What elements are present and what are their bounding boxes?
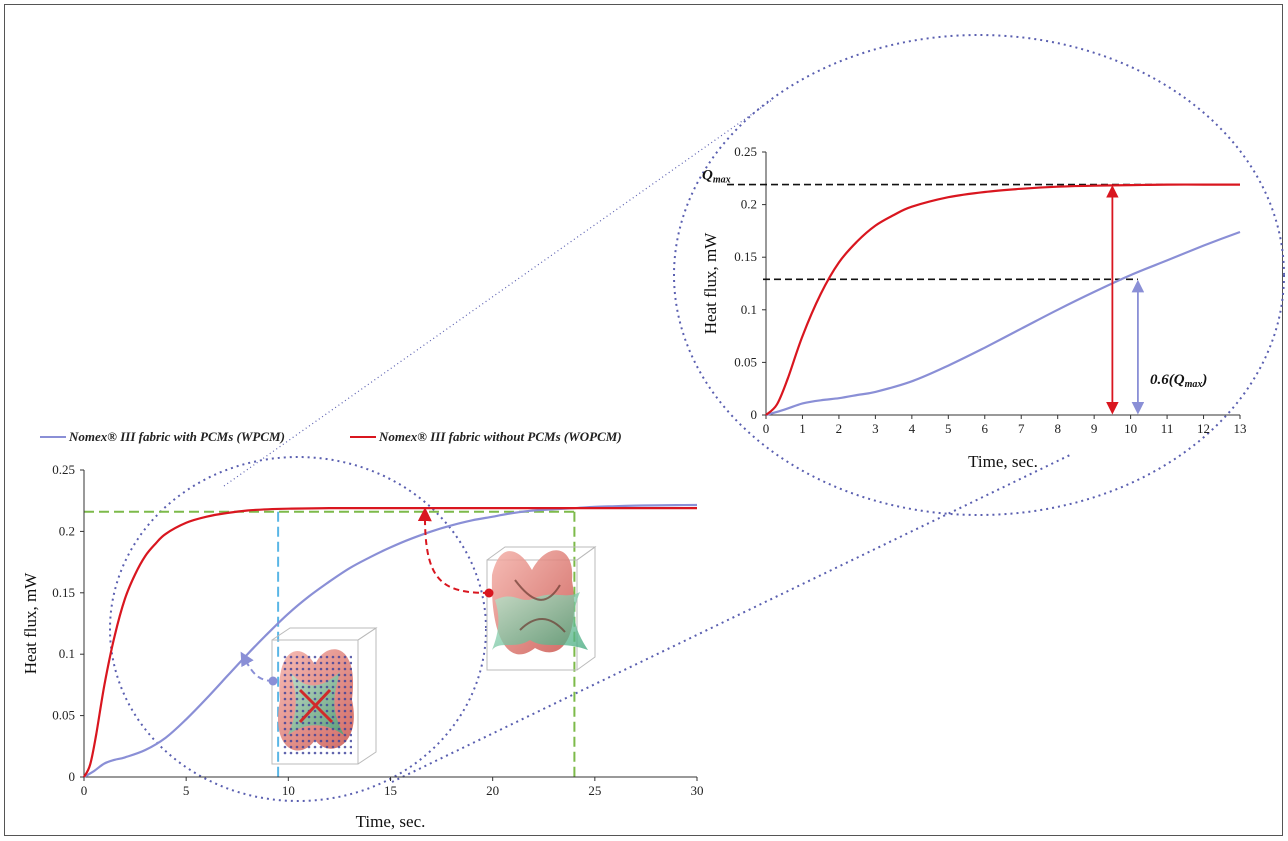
zoom-y-tick-label: 0.2 (741, 197, 757, 212)
main-x-tick-label: 30 (691, 783, 704, 798)
zoom-x-tick-label: 1 (799, 421, 806, 436)
zoom-target-circle (673, 34, 1285, 516)
main-series-wpcm-line (83, 503, 698, 778)
zoom-x-tick-label: 3 (872, 421, 879, 436)
zoom-y-tick-label: 0.1 (741, 302, 757, 317)
legend-label-wpcm: Nomex® III fabric with PCMs (WPCM) (68, 429, 285, 444)
main-y-tick-label: 0 (69, 769, 76, 784)
zoom-series-wopcm-line (765, 183, 1240, 416)
qmax-label: Qmax (702, 168, 731, 186)
zoom-y-tick-label: 0.15 (734, 249, 757, 264)
main-y-tick-label: 0.2 (59, 523, 75, 538)
main-x-tick-label: 0 (81, 783, 88, 798)
zoom-x-axis-label: Time, sec. (968, 452, 1038, 471)
legend: Nomex® III fabric with PCMs (WPCM) Nomex… (40, 429, 622, 444)
zoom-source-circle (109, 456, 487, 802)
zoom-x-tick-label: 8 (1054, 421, 1061, 436)
zoom-x-tick-label: 0 (763, 421, 770, 436)
zoom-x-tick-label: 5 (945, 421, 952, 436)
main-y-tick-label: 0.25 (52, 462, 75, 477)
main-x-tick-label: 5 (183, 783, 190, 798)
fabric-unit-cell-icon (486, 546, 597, 671)
zoom-y-tick-label: 0.25 (734, 144, 757, 159)
zoom-x-tick-label: 7 (1018, 421, 1025, 436)
zoom-y-axis-label: Heat flux, mW (701, 232, 720, 334)
main-y-axis-label: Heat flux, mW (21, 572, 40, 674)
wpcm-pointer-dot (268, 676, 278, 686)
zoom-x-tick-label: 6 (982, 421, 989, 436)
zoom-series-wpcm-line (765, 230, 1241, 417)
main-chart: 0 5 10 15 20 25 30 0 0.05 0.1 0.15 0.2 0.25 Time, se… (21, 462, 704, 831)
main-x-tick-label: 20 (486, 783, 499, 798)
zoom-y-tick-label: 0.05 (734, 354, 757, 369)
zoom-x-tick-label: 10 (1124, 421, 1137, 436)
zoom-guides (727, 183, 1240, 281)
main-guides (84, 510, 576, 777)
figure-frame (4, 4, 1283, 836)
ratio-label: 0.6(Qmax) (1150, 372, 1207, 390)
main-series (83, 503, 698, 778)
zoom-x-tick-label: 11 (1161, 421, 1174, 436)
zoom-connector-bottom (391, 454, 1071, 783)
zoom-series (765, 183, 1241, 417)
pointer-arrows (240, 507, 494, 686)
main-axes: 0 5 10 15 20 25 30 0 0.05 0.1 0.15 0.2 0.25 (52, 462, 703, 798)
main-x-tick-label: 25 (588, 783, 601, 798)
main-x-tick-label: 15 (384, 783, 397, 798)
zoom-connector (109, 34, 1285, 802)
main-y-tick-label: 0.05 (52, 708, 75, 723)
main-series-wopcm-line (83, 506, 697, 778)
legend-label-wopcm: Nomex® III fabric without PCMs (WOPCM) (378, 429, 622, 444)
main-y-tick-label: 0.1 (59, 646, 75, 661)
zoom-y-tick-label: 0 (751, 407, 758, 422)
wopcm-pointer-dot (484, 588, 494, 598)
zoom-x-tick-label: 2 (836, 421, 843, 436)
wopcm-pointer-arrow (417, 507, 490, 594)
wpcm-pointer-arrow (240, 651, 274, 682)
zoom-x-tick-label: 12 (1197, 421, 1210, 436)
pcm-fabric-unit-cell-icon (271, 627, 378, 765)
zoom-x-tick-label: 4 (909, 421, 916, 436)
zoom-x-tick-label: 13 (1234, 421, 1247, 436)
main-x-tick-label: 10 (282, 783, 295, 798)
zoom-x-tick-label: 9 (1091, 421, 1098, 436)
main-y-tick-label: 0.15 (52, 585, 75, 600)
main-x-axis-label: Time, sec. (356, 812, 426, 831)
